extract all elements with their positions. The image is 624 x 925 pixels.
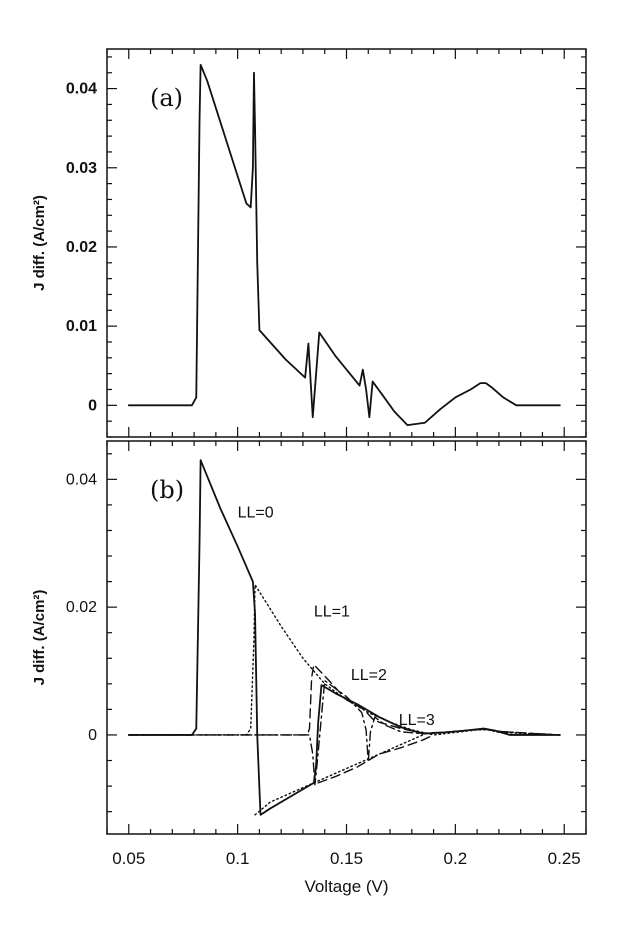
y-tick-label-a: 0.01 (66, 318, 97, 335)
panel-b: 0 0.02 0.04 J diff. (A/cm²) (b) LL=0 LL=1 LL=2 L… (31, 440, 587, 896)
y-axis-label-b: J diff. (A/cm²) (31, 590, 48, 686)
x-tick-label: 0.1 (226, 849, 250, 868)
x-axis-label: Voltage (V) (304, 877, 388, 896)
y-tick-label-b: 0.02 (66, 599, 97, 616)
series-line-b-dashed-4 (317, 734, 435, 784)
series-line-b-solid-0 (127, 459, 561, 816)
y-tick-label-a: 0.03 (66, 160, 97, 177)
y-axis-label-a: J diff. (A/cm²) (31, 195, 48, 291)
x-tick-label: 0.05 (112, 849, 145, 868)
panel-a: 0 0.01 0.02 0.03 0.04 J diff. (A/cm²) (a) (31, 48, 587, 438)
x-tick-label: 0.2 (444, 849, 468, 868)
y-tick-label-a: 0 (88, 397, 97, 414)
series-line-b-dashdot-5 (128, 679, 561, 786)
y-tick-label-b: 0.04 (66, 471, 97, 488)
y-tick-label-a: 0.04 (66, 81, 97, 98)
annotation-label: LL=0 (238, 504, 274, 521)
x-tick-label: 0.25 (548, 849, 581, 868)
series-line-b-dotted-2 (254, 734, 424, 816)
annotation-label: LL=2 (351, 667, 387, 684)
panel-label-b: (b) (150, 476, 184, 504)
panel-label-a: (a) (150, 84, 183, 112)
annotation-label: LL=3 (399, 712, 435, 729)
annotation-label: LL=1 (314, 603, 350, 620)
series-line-a-solid-0 (127, 63, 561, 427)
y-tick-label-b: 0 (88, 727, 97, 744)
y-tick-label-a: 0.02 (66, 239, 97, 256)
series-line-b-dashed-3 (128, 663, 561, 736)
x-tick-label: 0.15 (330, 849, 363, 868)
